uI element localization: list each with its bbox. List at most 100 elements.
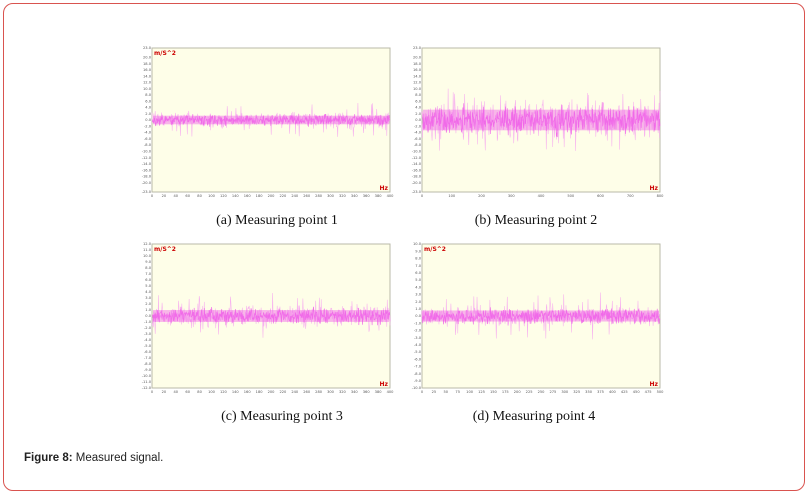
y-tick-label: -20.0 [412, 181, 422, 185]
x-tick-label: 340 [351, 194, 359, 198]
x-tick-label: 150 [490, 390, 498, 394]
y-tick-label: 10.0 [143, 87, 152, 91]
x-tick-label: 325 [573, 390, 580, 394]
signal-trace-outer [151, 102, 391, 137]
x-tick-label: 360 [363, 390, 371, 394]
y-tick-label: -16.0 [412, 168, 422, 172]
x-tick-label: 380 [375, 194, 383, 198]
y-tick-label: -1.0 [414, 321, 422, 325]
x-tick-label: 175 [502, 390, 509, 394]
x-tick-label: 240 [291, 390, 299, 394]
signal-band [423, 310, 659, 322]
x-tick-label: 400 [609, 390, 617, 394]
x-tick-label: 20 [162, 390, 167, 394]
x-tick-label: 350 [585, 390, 593, 394]
y-tick-label: -2.0 [144, 326, 152, 330]
y-tick-label: 11.0 [143, 248, 152, 252]
chart-panel-b: 23.0 20.0 18.0 16.0 14.0 12.0 10.0 8.0 6.0 4.0 2.0… [410, 44, 664, 202]
x-tick-label: 300 [508, 194, 516, 198]
y-tick-label: -10.0 [142, 374, 152, 378]
y-tick-label: -6.0 [144, 350, 152, 354]
y-tick-label: -3.0 [414, 336, 422, 340]
x-unit-label: Hz [379, 185, 388, 192]
y-tick-label: 16.0 [143, 68, 152, 72]
chart-panel-d: 10.0 9.0 8.0 7.0 6.0 5.0 4.0 3.0 2.0 1.0 0.0 -1.0 -2… [410, 240, 664, 398]
y-tick-label: 1.0 [145, 308, 151, 312]
x-tick-label: 500 [567, 194, 575, 198]
x-tick-label: 125 [478, 390, 485, 394]
x-tick-label: 60 [185, 194, 190, 198]
x-tick-label: 100 [208, 390, 216, 394]
y-tick-label: 12.0 [143, 242, 152, 246]
x-tick-label: 40 [174, 194, 179, 198]
y-tick-label: 9.0 [415, 249, 421, 253]
y-tick-label: 0.0 [145, 118, 151, 122]
y-tick-label: -12.0 [412, 156, 422, 160]
y-tick-label: 5.0 [415, 278, 421, 282]
signal-band [153, 310, 389, 322]
y-unit-label: m/S^2 [154, 246, 176, 253]
y-tick-label: -10.0 [412, 150, 422, 154]
y-tick-label: 0.0 [145, 314, 151, 318]
y-tick-label: 0.0 [415, 314, 421, 318]
y-tick-label: -20.0 [142, 181, 152, 185]
x-tick-label: 300 [327, 390, 335, 394]
y-tick-label: -6.0 [414, 137, 422, 141]
y-tick-label: 8.0 [145, 93, 151, 97]
x-tick-label: 0 [421, 390, 424, 394]
y-tick-label: 4.0 [415, 285, 421, 289]
y-tick-label: 6.0 [145, 99, 151, 103]
y-tick-label: -18.0 [142, 175, 152, 179]
chart-c: 12.0 11.0 10.0 9.0 8.0 7.0 6.0 5.0 4.0 3.0 2.0 1.0 0… [142, 242, 394, 394]
y-tick-label: -11.0 [142, 380, 152, 384]
y-tick-label: 20.0 [143, 56, 152, 60]
x-tick-label: 300 [561, 390, 569, 394]
x-tick-label: 220 [279, 194, 287, 198]
y-tick-label: -8.0 [414, 143, 422, 147]
y-tick-label: -12.0 [142, 156, 152, 160]
x-tick-label: 200 [268, 194, 276, 198]
x-unit-label: Hz [379, 381, 388, 388]
caption-d: (d) Measuring point 4 [472, 409, 596, 424]
y-tick-label: 6.0 [415, 271, 421, 275]
x-tick-label: 280 [315, 194, 323, 198]
y-tick-label: 0.0 [415, 118, 421, 122]
signal-trace-outer [421, 292, 661, 340]
y-tick-label: -18.0 [412, 175, 422, 179]
y-tick-label: -6.0 [144, 137, 152, 141]
y-tick-label: -7.0 [414, 365, 422, 369]
x-tick-label: 100 [466, 390, 474, 394]
x-tick-label: 375 [597, 390, 604, 394]
y-tick-label: 23.0 [143, 46, 152, 50]
y-tick-label: 2.0 [145, 112, 151, 116]
y-tick-label: 2.0 [415, 112, 421, 116]
x-tick-label: 200 [268, 390, 276, 394]
x-tick-label: 700 [627, 194, 635, 198]
x-tick-label: 275 [549, 390, 556, 394]
y-tick-label: 14.0 [143, 74, 152, 78]
y-tick-label: 3.0 [145, 296, 151, 300]
y-tick-label: 4.0 [145, 106, 151, 110]
y-tick-label: -14.0 [142, 162, 152, 166]
x-tick-label: 260 [303, 194, 311, 198]
x-tick-label: 140 [232, 390, 240, 394]
x-tick-label: 0 [151, 390, 154, 394]
y-tick-label: 10.0 [413, 87, 422, 91]
y-tick-label: -7.0 [144, 356, 152, 360]
x-tick-label: 340 [351, 390, 359, 394]
y-tick-label: -1.0 [144, 320, 152, 324]
x-tick-label: 0 [421, 194, 424, 198]
signal-trace-core [151, 306, 391, 326]
y-tick-label: -23.0 [142, 190, 152, 194]
signal-trace-core [151, 113, 391, 127]
y-tick-label: -2.0 [144, 124, 152, 128]
y-tick-label: 2.0 [145, 302, 151, 306]
x-tick-label: 140 [232, 194, 240, 198]
y-unit-label: m/S^2 [424, 246, 446, 253]
signal-band [153, 115, 389, 125]
y-tick-label: 10.0 [143, 254, 152, 258]
signal-trace-core [421, 102, 661, 138]
x-tick-label: 0 [151, 194, 154, 198]
x-tick-label: 400 [538, 194, 546, 198]
x-tick-label: 260 [303, 390, 311, 394]
